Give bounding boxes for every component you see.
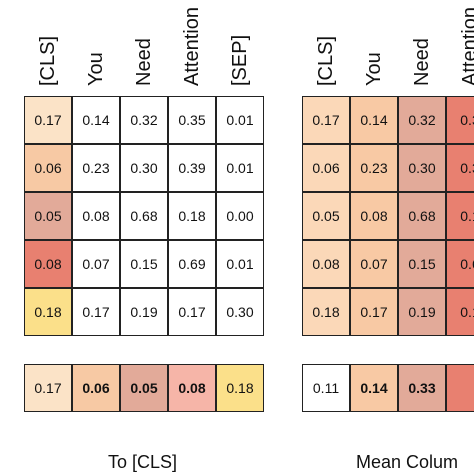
summary-cell: 0.11 bbox=[302, 364, 350, 412]
summary-cell: 0.06 bbox=[72, 364, 120, 412]
summary-cell: 0.18 bbox=[216, 364, 264, 412]
attention-cell: 0.08 bbox=[24, 240, 72, 288]
attention-cell: 0.17 bbox=[350, 288, 398, 336]
attention-cell: 0.15 bbox=[398, 240, 446, 288]
column-header: Attention bbox=[459, 7, 474, 86]
attention-cell: 0.14 bbox=[72, 96, 120, 144]
column-header: You bbox=[85, 52, 107, 86]
attention-cell: 0.14 bbox=[350, 96, 398, 144]
attention-cell: 0.17 bbox=[302, 96, 350, 144]
column-header: Attention bbox=[181, 7, 203, 86]
attention-cell: 0.18 bbox=[24, 288, 72, 336]
right-caption: Mean Colum bbox=[356, 452, 459, 472]
column-header: You bbox=[363, 52, 385, 86]
attention-cell: 0.01 bbox=[216, 240, 264, 288]
attention-cell: 0.01 bbox=[216, 96, 264, 144]
attention-cell: 0.06 bbox=[24, 144, 72, 192]
attention-cell: 0.17 bbox=[24, 96, 72, 144]
attention-cell: 0.06 bbox=[302, 144, 350, 192]
attention-cell: 0.01 bbox=[216, 144, 264, 192]
attention-cell: 0.3 bbox=[446, 96, 474, 144]
attention-cell: 0.6 bbox=[446, 240, 474, 288]
attention-cell: 0.68 bbox=[120, 192, 168, 240]
attention-cell: 0.05 bbox=[24, 192, 72, 240]
attention-cell: 0.39 bbox=[168, 144, 216, 192]
attention-cell: 0.30 bbox=[120, 144, 168, 192]
attention-cell: 0.30 bbox=[216, 288, 264, 336]
attention-cell: 0.35 bbox=[168, 96, 216, 144]
attention-cell: 0.32 bbox=[120, 96, 168, 144]
attention-cell: 0.19 bbox=[398, 288, 446, 336]
attention-cell: 0.1 bbox=[446, 288, 474, 336]
summary-cell: 0.17 bbox=[24, 364, 72, 412]
attention-cell: 0.18 bbox=[302, 288, 350, 336]
column-header: [CLS] bbox=[37, 35, 59, 86]
attention-cell: 0.23 bbox=[72, 144, 120, 192]
attention-cell: 0.00 bbox=[216, 192, 264, 240]
attention-cell: 0.07 bbox=[72, 240, 120, 288]
attention-cell: 0.15 bbox=[120, 240, 168, 288]
attention-cell: 0.08 bbox=[302, 240, 350, 288]
summary-cell: 0.05 bbox=[120, 364, 168, 412]
attention-cell: 0.05 bbox=[302, 192, 350, 240]
attention-cell: 0.23 bbox=[350, 144, 398, 192]
attention-cell: 0.08 bbox=[72, 192, 120, 240]
left-caption: To [CLS] bbox=[108, 452, 178, 472]
column-header: [CLS] bbox=[315, 35, 337, 86]
attention-cell: 0.68 bbox=[398, 192, 446, 240]
summary-cell bbox=[446, 364, 474, 412]
attention-cell: 0.17 bbox=[168, 288, 216, 336]
attention-cell: 0.69 bbox=[168, 240, 216, 288]
attention-cell: 0.1 bbox=[446, 192, 474, 240]
attention-cell: 0.08 bbox=[350, 192, 398, 240]
summary-cell: 0.33 bbox=[398, 364, 446, 412]
column-header: Need bbox=[133, 38, 155, 86]
column-header: [SEP] bbox=[229, 34, 251, 86]
attention-cell: 0.30 bbox=[398, 144, 446, 192]
column-header: Need bbox=[411, 38, 433, 86]
attention-cell: 0.32 bbox=[398, 96, 446, 144]
attention-cell: 0.3 bbox=[446, 144, 474, 192]
attention-cell: 0.17 bbox=[72, 288, 120, 336]
attention-cell: 0.07 bbox=[350, 240, 398, 288]
attention-cell: 0.18 bbox=[168, 192, 216, 240]
summary-cell: 0.14 bbox=[350, 364, 398, 412]
summary-cell: 0.08 bbox=[168, 364, 216, 412]
attention-cell: 0.19 bbox=[120, 288, 168, 336]
